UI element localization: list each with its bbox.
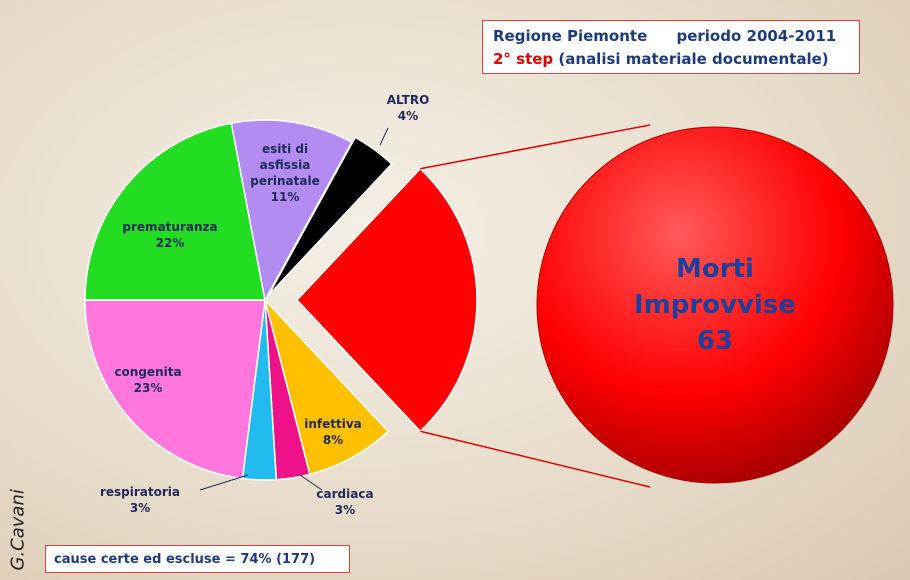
step: 2° step [493,50,554,68]
pie-slice [264,299,390,476]
slice-label: prematuranza 22% [122,219,217,251]
slice-label: cardiaca 3% [316,486,373,518]
value-label: 3% [334,503,356,517]
pie-slice [267,136,393,296]
category-label: cardiaca [316,487,374,501]
callout-circle [536,126,894,484]
value-label: 8% [322,433,344,447]
value-label: 22% [155,236,185,250]
category-label: prematuranza [122,220,218,234]
credit: G.Cavani [7,489,29,571]
footer: cause certe ed escluse = 74% (177) [54,552,316,567]
connector [420,124,651,170]
title-box: Regione Piemonte periodo 2004-2011 2° st… [482,20,860,74]
slice-label: ALTRO 4% [387,92,430,124]
leader-line [199,474,249,491]
value-label: 4% [397,109,419,123]
step-detail: (analisi materiale documentale) [558,50,829,68]
category-label: ALTRO [386,93,430,107]
slice-label: esiti di asfissia perinatale 11% [245,141,325,205]
slice-label: respiratoria 3% [100,484,180,516]
pie-slice [84,299,266,480]
callout-value: 63 [696,326,734,356]
callout-label: Morti Improvvise [634,254,796,320]
footer-box: cause certe ed escluse = 74% (177) [45,545,350,573]
leader-line [379,127,389,146]
value-label: 3% [129,501,151,515]
period: periodo 2004-2011 [676,27,837,45]
category-label: infettiva [304,417,362,431]
slice-label: congenita 23% [114,364,181,396]
pie-slice [84,122,266,301]
category-label: esiti di asfissia perinatale [250,142,320,188]
value-label: 23% [133,381,163,395]
category-label: congenita [114,365,182,379]
leader-line [299,474,323,491]
value-label: 11% [270,190,300,204]
region: Regione Piemonte [493,27,648,45]
connector [420,430,651,488]
pie-slice [230,119,353,303]
pie-slice [295,167,478,433]
category-label: respiratoria [99,485,181,499]
slice-label: infettiva 8% [304,416,362,448]
callout-text: Morti Improvvise 63 [630,251,800,359]
